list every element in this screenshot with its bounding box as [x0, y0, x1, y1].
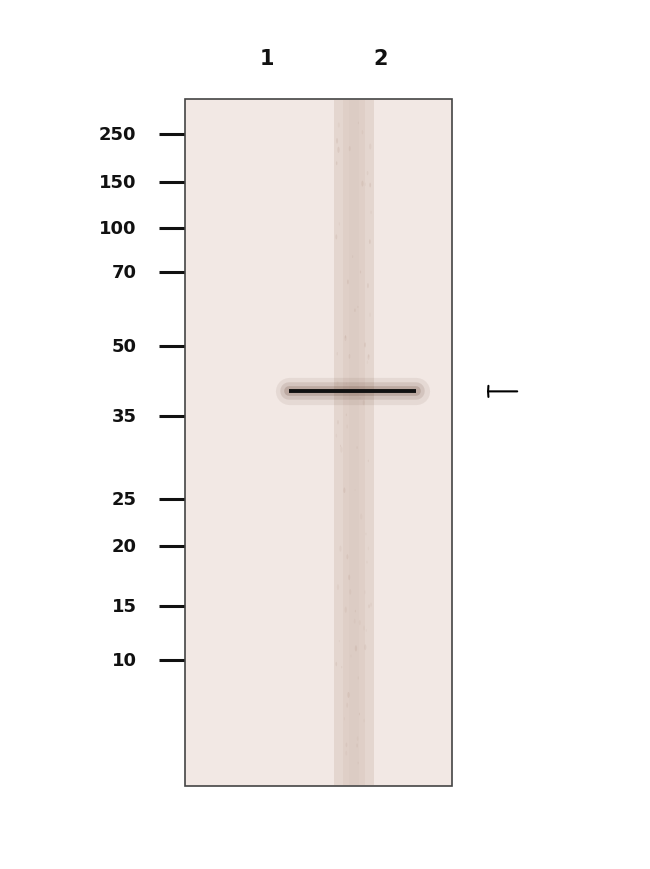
Ellipse shape — [346, 743, 347, 747]
Ellipse shape — [350, 654, 352, 658]
Ellipse shape — [339, 640, 340, 642]
Ellipse shape — [335, 434, 337, 438]
Ellipse shape — [346, 414, 347, 417]
Bar — [185, 100, 452, 786]
Ellipse shape — [338, 123, 340, 129]
Ellipse shape — [340, 445, 341, 448]
Ellipse shape — [347, 280, 349, 285]
Text: 15: 15 — [112, 598, 136, 615]
Bar — [334, 101, 374, 786]
Ellipse shape — [358, 676, 359, 680]
Ellipse shape — [355, 610, 356, 613]
Ellipse shape — [370, 211, 372, 215]
Ellipse shape — [367, 284, 369, 289]
Ellipse shape — [335, 235, 337, 240]
Ellipse shape — [346, 554, 348, 560]
Ellipse shape — [366, 629, 367, 632]
Ellipse shape — [346, 383, 347, 385]
Ellipse shape — [369, 605, 370, 608]
Ellipse shape — [340, 447, 343, 453]
Ellipse shape — [346, 425, 348, 429]
Ellipse shape — [369, 183, 371, 189]
Ellipse shape — [367, 172, 369, 176]
Ellipse shape — [358, 123, 359, 125]
Ellipse shape — [361, 182, 363, 187]
Ellipse shape — [364, 645, 367, 650]
Ellipse shape — [355, 646, 357, 652]
Text: 25: 25 — [112, 491, 136, 508]
Ellipse shape — [363, 719, 365, 723]
Ellipse shape — [359, 713, 360, 715]
Ellipse shape — [363, 626, 365, 631]
Ellipse shape — [364, 343, 366, 348]
Ellipse shape — [337, 421, 339, 425]
Bar — [343, 101, 365, 786]
Ellipse shape — [346, 703, 348, 708]
Ellipse shape — [369, 240, 370, 245]
Ellipse shape — [369, 144, 371, 150]
Ellipse shape — [344, 717, 345, 720]
Text: 1: 1 — [259, 50, 274, 69]
Ellipse shape — [344, 607, 347, 614]
Ellipse shape — [368, 460, 369, 462]
Ellipse shape — [369, 313, 371, 318]
Text: 250: 250 — [99, 126, 136, 143]
Ellipse shape — [348, 575, 350, 580]
Ellipse shape — [370, 603, 372, 607]
Ellipse shape — [343, 488, 345, 494]
Ellipse shape — [337, 353, 338, 356]
Text: 100: 100 — [99, 220, 136, 237]
Ellipse shape — [358, 762, 359, 765]
Text: 2: 2 — [373, 50, 387, 69]
Ellipse shape — [367, 362, 368, 365]
Ellipse shape — [359, 620, 361, 626]
Ellipse shape — [368, 547, 369, 551]
Ellipse shape — [354, 309, 356, 313]
Text: 50: 50 — [112, 338, 136, 355]
Text: 10: 10 — [112, 652, 136, 669]
Ellipse shape — [355, 489, 356, 492]
Ellipse shape — [339, 223, 340, 226]
Text: 150: 150 — [99, 174, 136, 191]
Ellipse shape — [348, 355, 350, 359]
Ellipse shape — [356, 744, 358, 747]
Ellipse shape — [349, 147, 350, 152]
Ellipse shape — [336, 163, 337, 166]
Ellipse shape — [364, 591, 366, 594]
Ellipse shape — [365, 533, 367, 535]
Ellipse shape — [365, 183, 366, 187]
Ellipse shape — [361, 131, 363, 136]
Ellipse shape — [356, 447, 358, 449]
Text: 35: 35 — [112, 408, 136, 425]
Ellipse shape — [341, 667, 342, 668]
Ellipse shape — [335, 662, 337, 667]
Ellipse shape — [345, 335, 346, 339]
Ellipse shape — [360, 514, 362, 520]
Ellipse shape — [367, 355, 369, 361]
Ellipse shape — [357, 737, 358, 741]
Ellipse shape — [337, 585, 339, 590]
Ellipse shape — [339, 546, 342, 552]
Text: 70: 70 — [112, 264, 136, 282]
Ellipse shape — [347, 692, 350, 698]
Bar — [349, 101, 359, 786]
Ellipse shape — [336, 139, 338, 144]
Ellipse shape — [345, 751, 347, 756]
Ellipse shape — [344, 336, 346, 342]
Ellipse shape — [359, 397, 361, 400]
Ellipse shape — [354, 619, 356, 624]
Ellipse shape — [368, 355, 369, 358]
Ellipse shape — [360, 271, 361, 275]
Ellipse shape — [349, 589, 351, 595]
Text: 20: 20 — [112, 538, 136, 555]
Ellipse shape — [337, 381, 339, 387]
Ellipse shape — [337, 148, 339, 154]
Ellipse shape — [363, 401, 365, 406]
Ellipse shape — [352, 255, 353, 259]
